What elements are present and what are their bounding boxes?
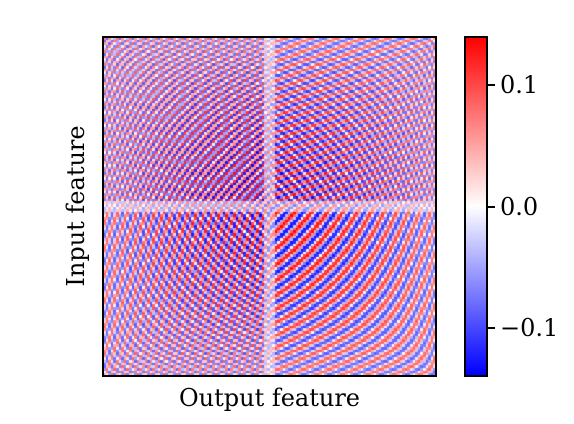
x-axis-label: Output feature [178,384,361,412]
colorbar [465,37,487,376]
colorbar-tick-label: 0.1 [500,71,539,100]
colorbar-tick-label: −0.1 [500,313,559,342]
colorbar-tick-label: 0.0 [500,192,539,221]
colorbar-tick [487,326,495,329]
colorbar-tick [487,205,495,208]
heatmap-frame [102,36,437,377]
y-axis-label: Input feature [62,125,90,287]
heatmap-plot [103,37,436,376]
colorbar-frame [464,36,488,377]
colorbar-tick [487,84,495,87]
